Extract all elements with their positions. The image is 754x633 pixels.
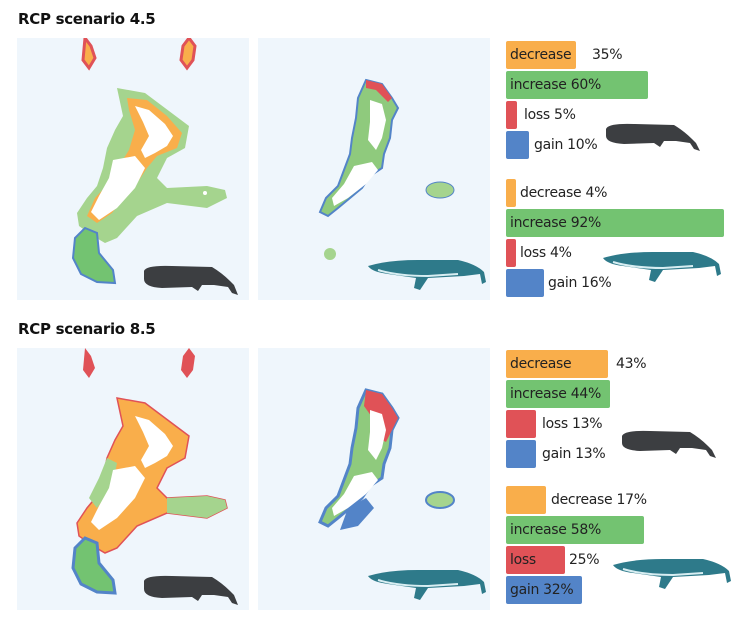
blue-whale-legend-icon bbox=[603, 252, 721, 282]
bar-loss: loss 13% bbox=[506, 410, 746, 438]
nz-map-sperm-85 bbox=[71, 348, 228, 595]
bar-gain: gain 10% bbox=[506, 131, 746, 159]
bar-decrease: decrease 17% bbox=[506, 486, 746, 514]
map-panel-blue-whale-rcp85 bbox=[258, 348, 490, 610]
sperm-whale-icon bbox=[144, 265, 238, 295]
bar-gain: gain 16% bbox=[506, 269, 746, 297]
bar-gain: gain 32% bbox=[506, 576, 746, 604]
nz-map-sperm-45 bbox=[71, 38, 227, 285]
bar-increase: increase 58% bbox=[506, 516, 746, 544]
bar-group-blue-whale-rcp45: decrease 4% increase 92% loss 4% gain 16… bbox=[506, 179, 746, 299]
bar-loss: loss 4% bbox=[506, 239, 746, 267]
map-panel-sperm-whale-rcp45 bbox=[17, 38, 249, 300]
bar-decrease: decrease 35% bbox=[506, 41, 746, 69]
bar-increase: increase 60% bbox=[506, 71, 746, 99]
bar-group-sperm-whale-rcp45: decrease 35% increase 60% loss 5% gain 10… bbox=[506, 41, 746, 161]
bar-increase: increase 92% bbox=[506, 209, 746, 237]
map-panel-sperm-whale-rcp85 bbox=[17, 348, 249, 610]
bar-loss: loss 5% bbox=[506, 101, 746, 129]
bar-decrease: decrease 43% bbox=[506, 350, 746, 378]
blue-whale-icon bbox=[368, 260, 486, 290]
blue-whale-icon bbox=[368, 570, 486, 600]
nz-map-blue-85 bbox=[318, 388, 455, 530]
sperm-whale-icon bbox=[144, 575, 238, 605]
bar-gain: gain 13% bbox=[506, 440, 746, 468]
bar-decrease: decrease 4% bbox=[506, 179, 746, 207]
nz-map-blue-45 bbox=[318, 78, 455, 260]
sperm-whale-legend-icon bbox=[606, 123, 700, 151]
bar-group-blue-whale-rcp85: decrease 17% increase 58% loss 25% gain 3… bbox=[506, 486, 746, 606]
bar-loss: loss 25% bbox=[506, 546, 746, 574]
sperm-whale-legend-icon bbox=[622, 430, 716, 458]
bar-group-sperm-whale-rcp85: decrease 43% increase 44% loss 13% gain 1… bbox=[506, 350, 746, 470]
bar-increase: increase 44% bbox=[506, 380, 746, 408]
map-panel-blue-whale-rcp45 bbox=[258, 38, 490, 300]
scenario-title-45: RCP scenario 4.5 bbox=[18, 10, 156, 28]
scenario-title-85: RCP scenario 8.5 bbox=[18, 320, 156, 338]
blue-whale-legend-icon bbox=[613, 559, 731, 589]
